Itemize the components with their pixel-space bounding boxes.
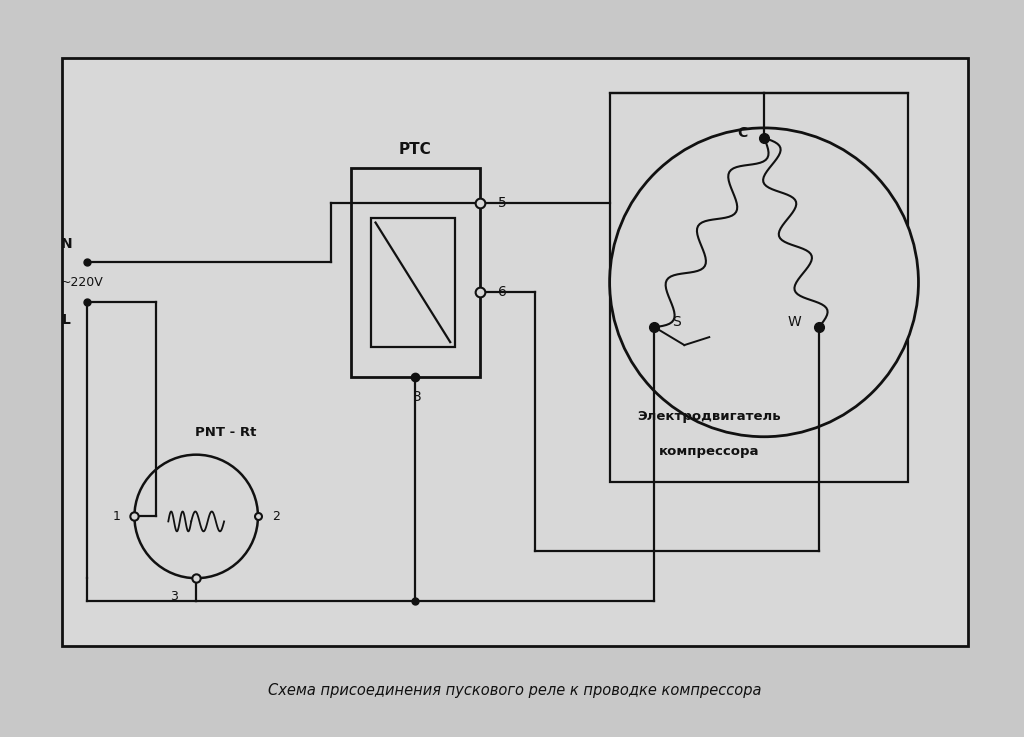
Circle shape — [134, 455, 258, 579]
Bar — [371, 217, 456, 347]
Text: 3: 3 — [413, 390, 422, 404]
Text: L: L — [62, 313, 71, 327]
Text: 5: 5 — [498, 195, 507, 209]
Circle shape — [609, 128, 919, 437]
Text: компрессора: компрессора — [659, 445, 760, 458]
Text: 3: 3 — [170, 590, 178, 603]
Bar — [609, 93, 908, 481]
Bar — [61, 58, 969, 646]
Text: 2: 2 — [272, 510, 280, 523]
Text: S: S — [672, 315, 681, 329]
Text: N: N — [60, 237, 73, 251]
Text: PNT - Rt: PNT - Rt — [196, 426, 257, 439]
Bar — [350, 168, 480, 377]
Text: W: W — [787, 315, 801, 329]
Text: Электродвигатель: Электродвигатель — [638, 411, 781, 423]
Text: 1: 1 — [113, 510, 121, 523]
Text: 6: 6 — [498, 285, 507, 299]
Text: C: C — [737, 126, 748, 140]
Text: PTC: PTC — [399, 142, 432, 157]
Text: ~220V: ~220V — [60, 276, 103, 289]
Text: Схема присоединения пускового реле к проводке компрессора: Схема присоединения пускового реле к про… — [268, 683, 762, 698]
